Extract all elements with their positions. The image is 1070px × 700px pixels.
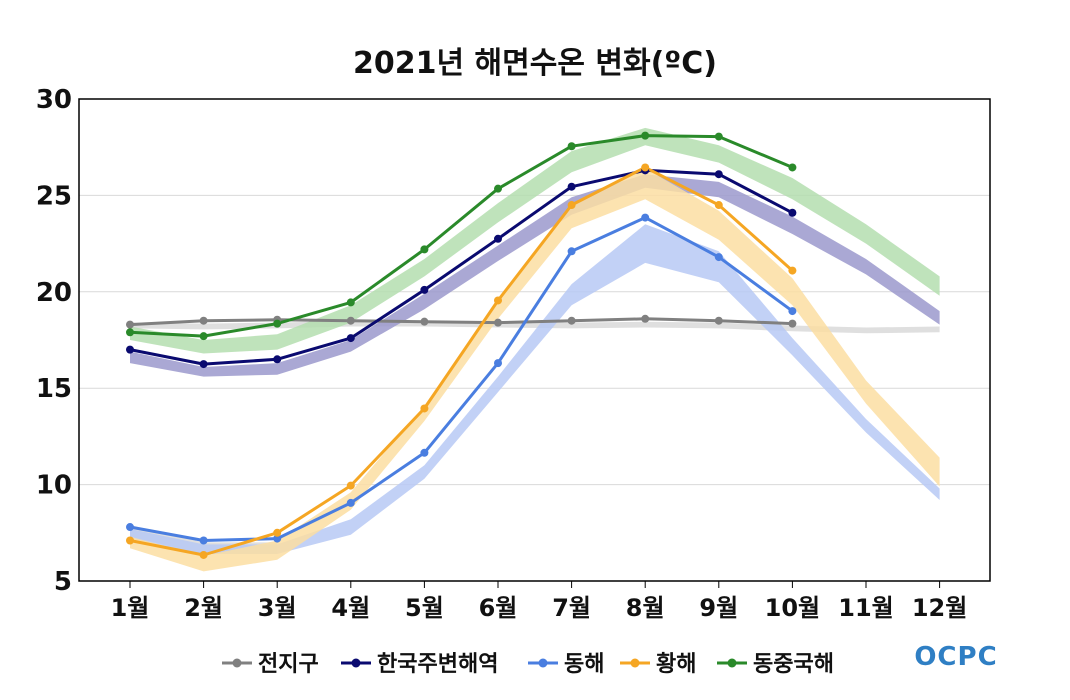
y-tick-label: 20: [36, 278, 72, 308]
data-point: [494, 234, 502, 243]
ocpc-logo: OCPC: [914, 642, 997, 672]
x-tick-label: 10월: [765, 594, 820, 622]
data-point: [346, 481, 355, 490]
data-point: [641, 131, 650, 140]
legend-label: 한국주변해역: [377, 652, 498, 677]
data-point: [420, 285, 429, 294]
y-tick-label: 25: [36, 181, 72, 211]
legend-label: 전지구: [258, 652, 319, 677]
data-point: [494, 359, 502, 368]
data-point: [788, 208, 797, 217]
legend-label: 동중국해: [753, 652, 834, 677]
data-point: [567, 316, 576, 325]
x-tick-label: 3월: [258, 594, 297, 622]
data-point: [714, 170, 723, 179]
data-point: [641, 314, 650, 323]
data-point: [788, 307, 797, 316]
legend-marker: [630, 658, 640, 668]
data-point: [420, 404, 429, 413]
series-points: [126, 131, 797, 559]
data-point: [273, 355, 282, 364]
legend-marker: [232, 658, 242, 668]
series-line-0: [129, 317, 793, 327]
data-point: [567, 201, 576, 210]
series-line-1: [129, 168, 794, 366]
data-point: [714, 253, 723, 262]
x-tick-label: 7월: [552, 594, 591, 622]
data-point: [420, 448, 429, 457]
series-line-3: [129, 165, 794, 557]
data-point: [567, 182, 576, 191]
data-point: [788, 319, 797, 328]
data-point: [273, 534, 282, 543]
series-lines: [129, 134, 794, 557]
x-tick-label: 1월: [111, 594, 150, 622]
legend: 전지구 한국주변해역 동해 황해 동중국해: [222, 652, 834, 677]
data-point: [346, 298, 355, 307]
data-point: [641, 213, 650, 222]
data-point: [199, 536, 208, 545]
legend-label: 동해: [564, 652, 604, 677]
band-2: [130, 224, 940, 555]
y-axis-ticks: 5 10 15 20 25 30: [36, 85, 72, 597]
x-tick-label: 4월: [331, 594, 370, 622]
chart-title: 2021년 해면수온 변화(ºC): [353, 46, 717, 81]
x-tick-label: 11월: [838, 594, 893, 622]
legend-marker: [538, 658, 548, 668]
data-point: [273, 319, 282, 328]
data-point: [494, 318, 502, 327]
plot-frame: [78, 98, 991, 582]
data-point: [788, 266, 797, 275]
data-point: [126, 320, 134, 329]
data-point: [494, 296, 502, 305]
climatology-bands: [130, 127, 940, 572]
x-tick-label: 5월: [405, 594, 444, 622]
data-point: [714, 201, 723, 210]
series-line-2: [129, 216, 794, 542]
data-point: [346, 316, 355, 325]
data-point: [788, 163, 797, 172]
x-tick-label: 9월: [699, 594, 738, 622]
y-tick-label: 15: [36, 374, 72, 404]
x-tick-label: 8월: [626, 594, 665, 622]
data-point: [567, 142, 576, 151]
x-tick-label: 2월: [184, 594, 223, 622]
legend-marker: [727, 658, 737, 668]
data-point: [126, 345, 134, 354]
y-tick-label: 10: [36, 471, 72, 501]
data-point: [567, 247, 576, 256]
data-point: [420, 317, 429, 326]
data-point: [641, 163, 650, 172]
data-point: [126, 536, 134, 545]
series-line-4: [129, 134, 793, 338]
data-point: [126, 523, 134, 532]
y-tick-label: 5: [54, 567, 72, 597]
y-tick-label: 30: [36, 85, 72, 115]
data-point: [420, 245, 429, 254]
data-point: [199, 316, 208, 325]
x-tick-label: 6월: [479, 594, 518, 622]
x-tick-label: 12월: [912, 594, 967, 622]
data-point: [199, 550, 208, 559]
data-point: [273, 528, 282, 537]
legend-label: 황해: [656, 652, 696, 677]
data-point: [494, 184, 502, 193]
data-point: [714, 132, 723, 141]
x-axis-ticks: 1월 2월 3월 4월 5월 6월 7월 8월 9월 10월 11월 12월: [111, 581, 967, 622]
data-point: [346, 334, 355, 343]
legend-marker: [351, 658, 361, 668]
data-point: [714, 316, 723, 325]
data-point: [199, 332, 208, 341]
data-point: [346, 498, 355, 507]
data-point: [199, 360, 208, 369]
data-point: [126, 328, 134, 337]
